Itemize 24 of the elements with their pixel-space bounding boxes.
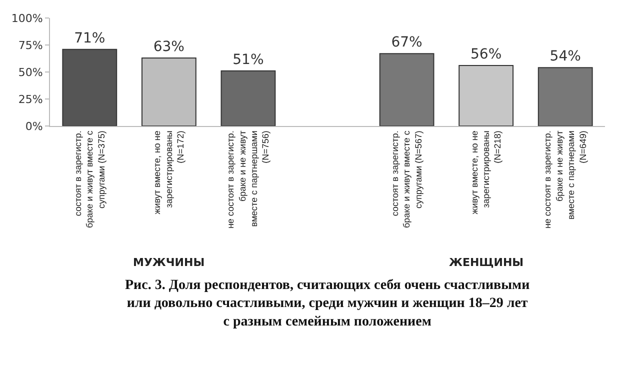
text: Рис. 3. Доля респондентов, считающих себя очень счастливыми или довольно счастливыми, среди мужчин и женщин 18–29 лет с разным семейным положением	[125, 278, 530, 330]
x-tick-label: не состоят в зарегистр. браке и не живут вместе с партнерами (N=649)	[542, 130, 588, 229]
text: ЖЕНЩИНЫ	[449, 256, 524, 269]
y-tick-label: 50%	[18, 66, 43, 79]
text: МУЖЧИНЫ	[133, 256, 205, 269]
bar	[220, 70, 276, 126]
bar	[379, 53, 434, 126]
data-label: 51%	[232, 52, 264, 68]
data-label: 56%	[470, 46, 502, 63]
bar	[62, 48, 118, 126]
x-tick-label: не состоят в зарегистр. браке и не живут вместе с партнершами (N=756)	[226, 130, 271, 229]
y-tick-label: 0%	[25, 120, 43, 133]
x-tick-label: состоят в зарегистр. браке и живут вместе с супругами (N=375)	[72, 130, 106, 228]
bar	[538, 67, 593, 126]
x-tick-label: состоят в зарегистр. браке и живут вместе с супругами (N=567)	[390, 130, 424, 228]
y-tick-label: 75%	[18, 38, 43, 52]
data-label: 63%	[153, 38, 184, 55]
x-tick-label: живут вместе, но не зарегистрированы (N=218)	[469, 130, 503, 214]
data-label: 67%	[391, 34, 422, 51]
y-tick-label: 25%	[18, 92, 43, 106]
data-label: 71%	[74, 30, 106, 46]
x-tick-label: живут вместе, но не зарегистрированы (N=172)	[152, 130, 186, 214]
data-label: 54%	[550, 48, 581, 65]
y-tick-label: 100%	[11, 12, 43, 25]
